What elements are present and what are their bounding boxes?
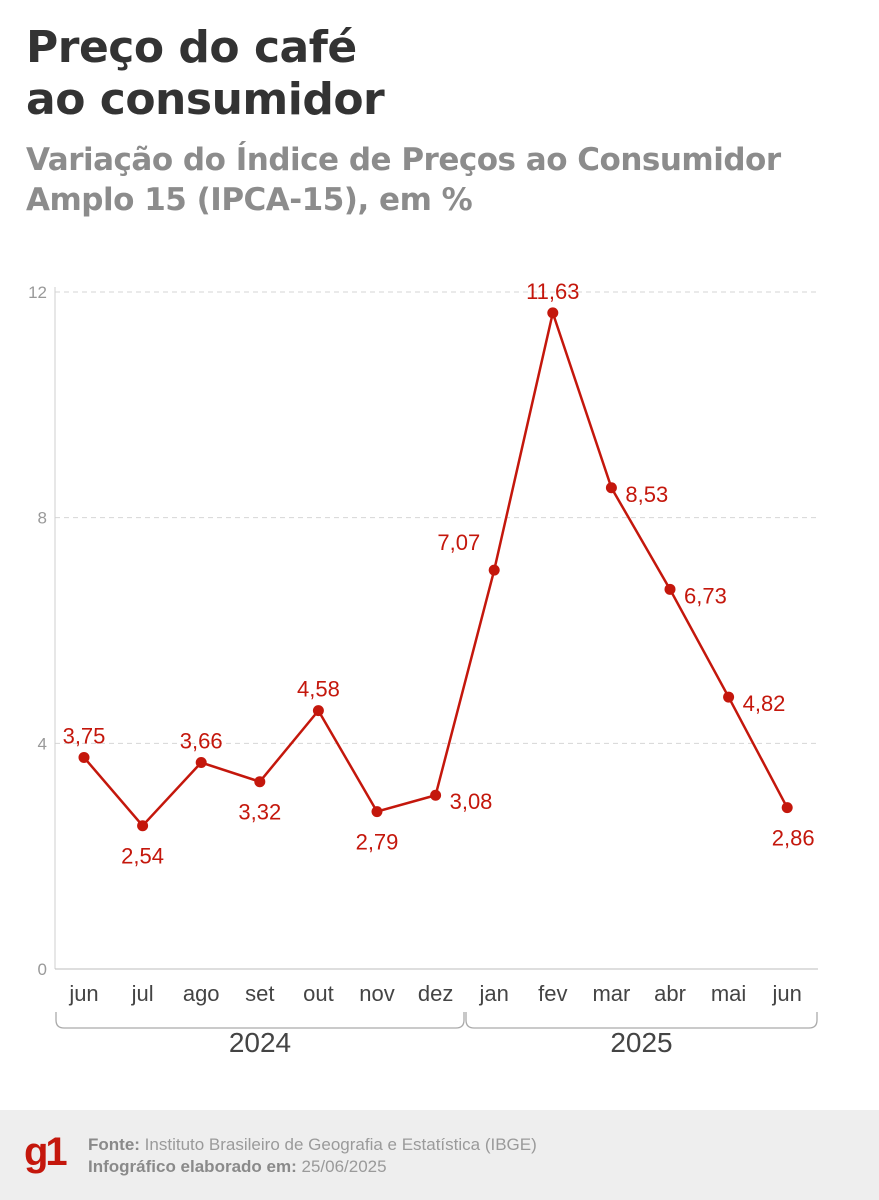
data-label: 3,66 <box>180 729 223 754</box>
data-label: 2,86 <box>772 826 815 851</box>
data-point <box>312 705 324 717</box>
data-label: 3,75 <box>63 723 106 748</box>
title-line-1: Preço do café <box>26 22 357 73</box>
x-tick-label: out <box>303 981 334 1006</box>
data-point <box>430 789 442 801</box>
date-label: Infográfico elaborado em: <box>88 1157 297 1176</box>
y-tick-label: 4 <box>38 734 47 753</box>
data-point <box>371 806 383 818</box>
data-point <box>547 307 559 319</box>
data-point <box>137 820 149 832</box>
data-label: 6,73 <box>684 583 727 608</box>
year-label: 2024 <box>229 1027 291 1058</box>
source-label: Fonte: <box>88 1135 140 1154</box>
data-label: 8,53 <box>625 482 668 507</box>
x-tick-label: dez <box>418 981 453 1006</box>
x-tick-label: nov <box>359 981 394 1006</box>
x-tick-label: fev <box>538 981 567 1006</box>
title-line-2: ao consumidor <box>26 74 385 125</box>
line-chart: 0 4 8 12 jun jul ago set out nov dez jan fev mar abr ma… <box>28 279 818 1058</box>
data-label: 2,79 <box>356 830 399 855</box>
x-tick-label: jul <box>131 981 154 1006</box>
g1-logo: g1 <box>24 1130 68 1174</box>
data-point <box>781 802 793 814</box>
year-bracket <box>55 1012 465 1029</box>
data-label: 4,82 <box>743 691 786 716</box>
x-tick-label: jun <box>772 981 802 1006</box>
year-label: 2025 <box>610 1027 672 1058</box>
x-tick-label: abr <box>654 981 686 1006</box>
data-point <box>254 776 266 788</box>
footer: g1 Fonte: Instituto Brasileiro de Geogra… <box>0 1110 879 1200</box>
data-label: 7,07 <box>437 530 480 555</box>
data-label: 2,54 <box>121 844 164 869</box>
data-point <box>664 583 676 595</box>
data-point <box>605 482 617 494</box>
source-text: Fonte: Instituto Brasileiro de Geografia… <box>88 1134 537 1178</box>
data-label: 3,32 <box>238 800 281 825</box>
y-tick-label: 8 <box>38 509 47 528</box>
x-tick-label: ago <box>183 981 220 1006</box>
x-tick-label: mai <box>711 981 746 1006</box>
chart-title: Preço do café ao consumidor <box>26 22 385 126</box>
date-value: 25/06/2025 <box>301 1157 387 1176</box>
chart-subtitle: Variação do Índice de Preços ao Consumid… <box>26 142 781 218</box>
data-label: 4,58 <box>297 677 340 702</box>
data-point <box>488 564 500 576</box>
data-point <box>723 691 735 703</box>
x-tick-label: jan <box>479 981 509 1006</box>
y-tick-label: 12 <box>28 283 47 302</box>
year-bracket <box>465 1012 818 1029</box>
data-point <box>195 757 207 769</box>
data-point <box>78 751 90 763</box>
x-tick-label: jun <box>68 981 98 1006</box>
source-value: Instituto Brasileiro de Geografia e Esta… <box>144 1135 537 1154</box>
x-tick-label: set <box>245 981 274 1006</box>
y-tick-label: 0 <box>38 960 47 979</box>
data-label: 11,63 <box>526 279 579 304</box>
data-label: 3,08 <box>450 789 493 814</box>
x-tick-label: mar <box>592 981 630 1006</box>
